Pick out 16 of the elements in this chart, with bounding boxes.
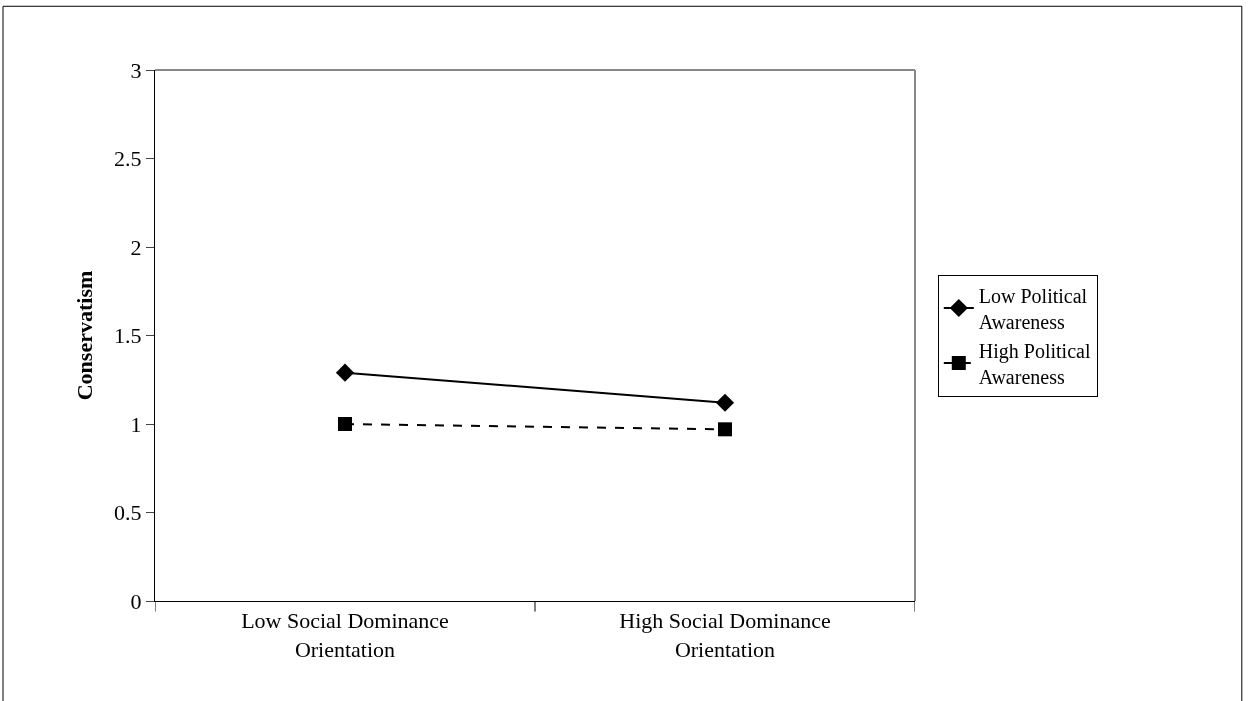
y-tick-label: 2.5 — [114, 146, 142, 172]
point — [718, 422, 732, 437]
y-axis-title: Conservatism — [71, 270, 97, 401]
point — [335, 363, 355, 382]
x-tick-label: Low Social Dominance Orientation — [241, 608, 449, 662]
y-tick-label: 3 — [130, 57, 142, 83]
y-tick-label: 0 — [130, 588, 142, 614]
y-tick-label: 0.5 — [114, 500, 142, 526]
y-tick-label: 1.5 — [114, 323, 142, 349]
y-tick-label: 2 — [130, 234, 142, 260]
legend-label: Low Political Awareness — [978, 284, 1088, 333]
x-tick-label: High Social Dominance Orientation — [619, 608, 831, 662]
legend-label: High Political Awareness — [978, 339, 1091, 388]
y-tick-label: 1 — [130, 411, 142, 437]
point — [715, 393, 735, 412]
point — [338, 417, 352, 431]
